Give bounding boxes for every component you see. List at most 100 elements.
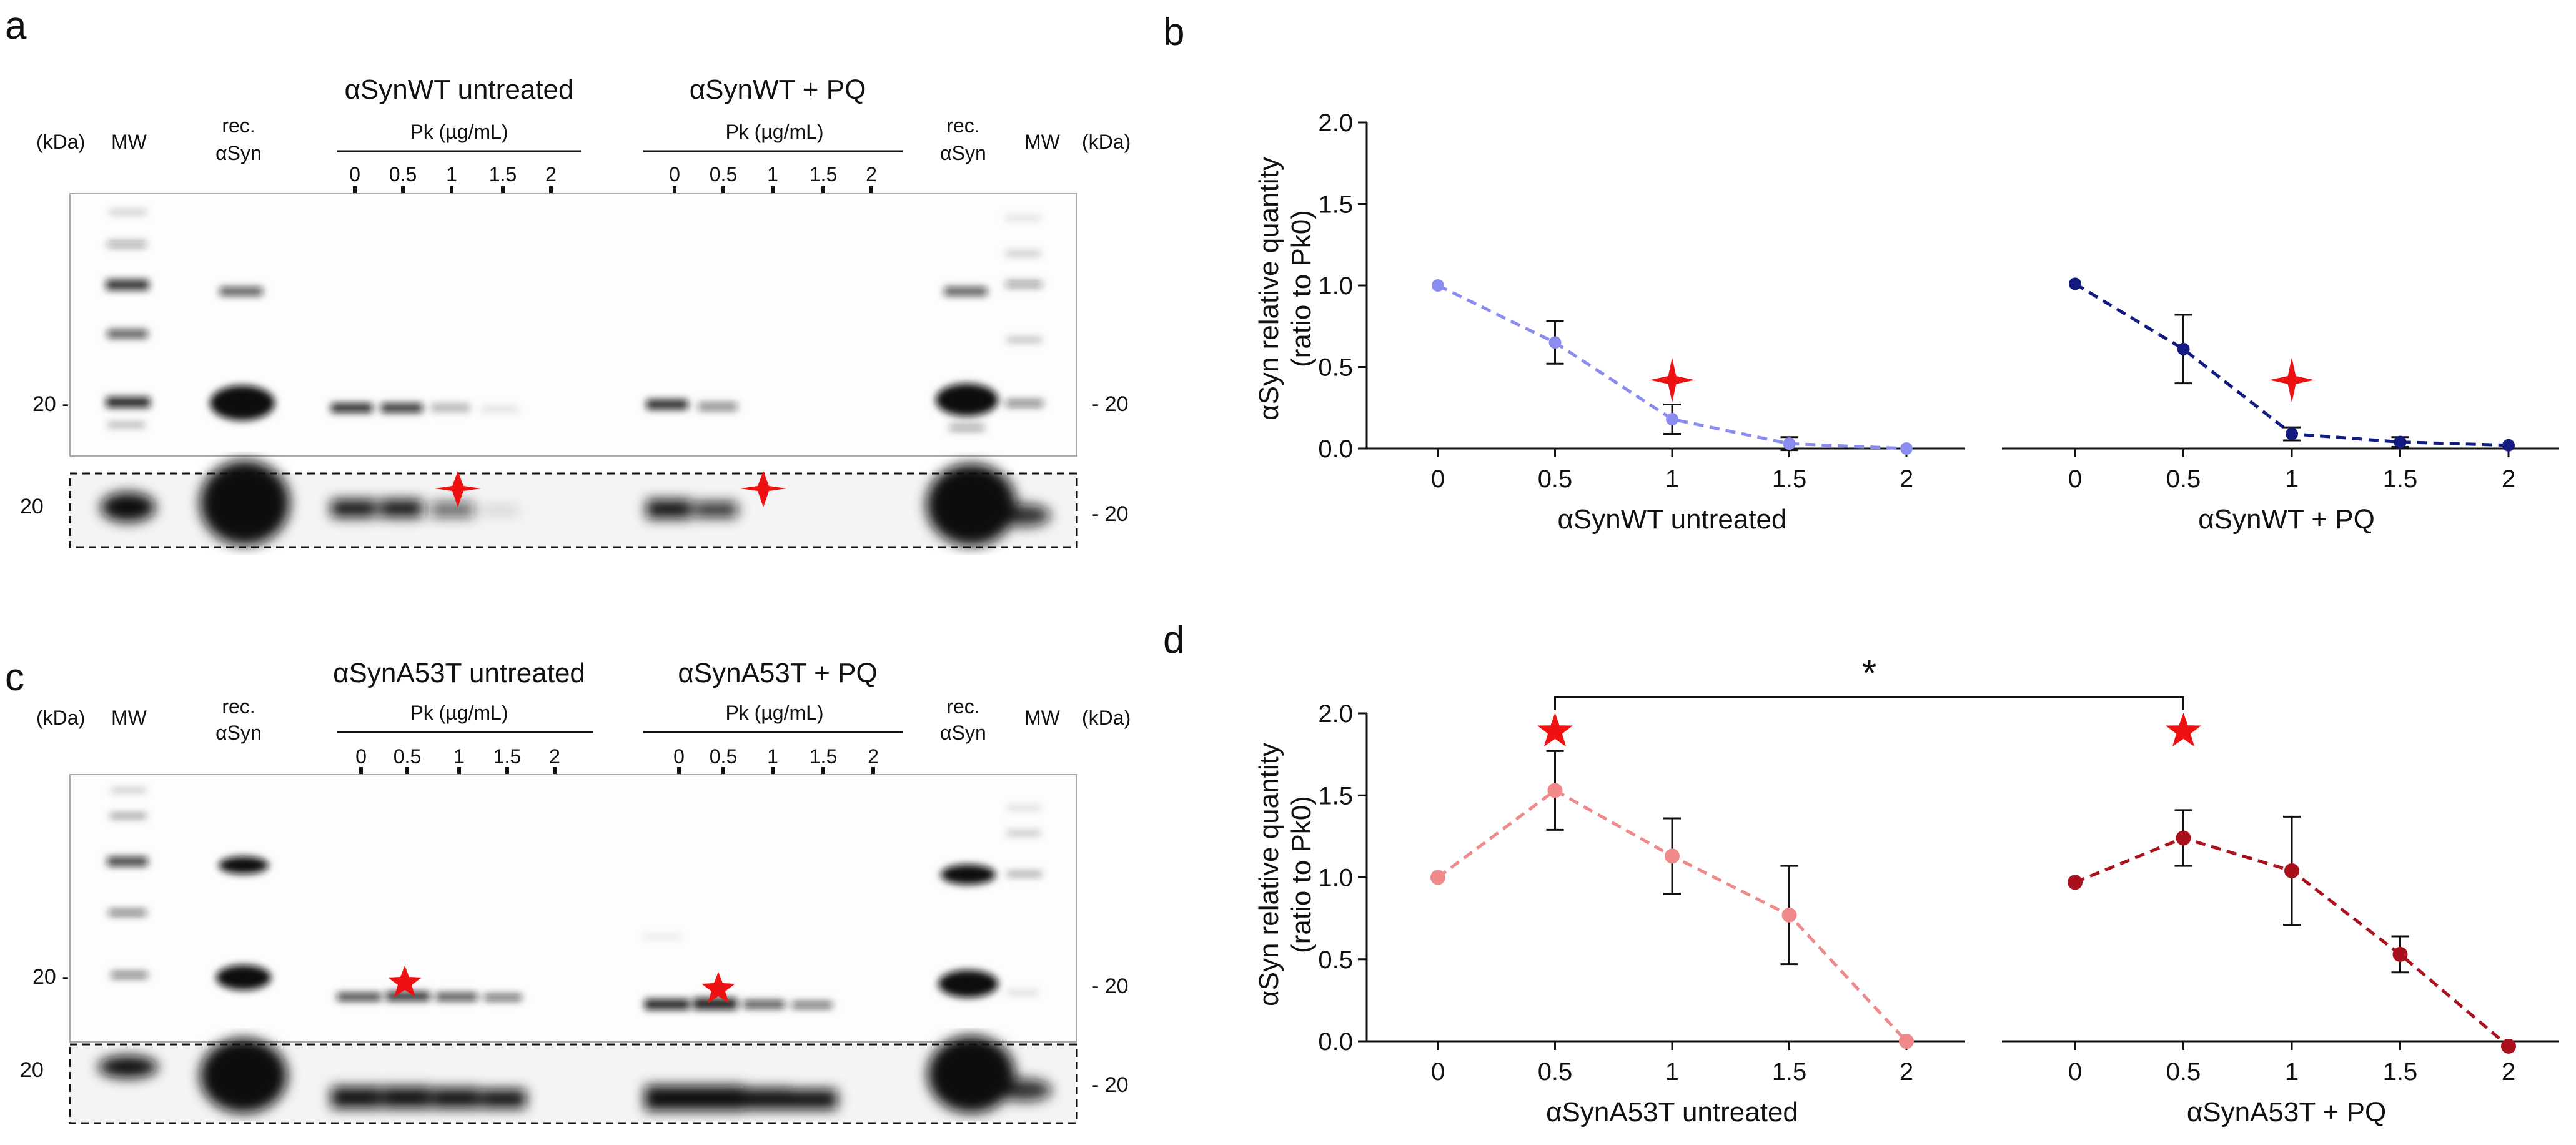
y-axis-label: αSyn relative quantity [1254,157,1284,420]
mw-label-left: MW [111,706,147,729]
group-label-right: αSynWT + PQ [690,74,866,105]
marker-label-left: 20 - [32,392,69,416]
x-tick-label: 0 [2068,465,2082,493]
x-tick-label: 0 [1431,465,1445,493]
panel-letter-a: a [5,4,27,47]
dose-label: 1.5 [489,163,517,186]
x-tick-label: 2 [2502,465,2515,493]
group-label-left: αSynWT untreated [344,74,573,105]
rec-label-right-1: rec. [946,114,979,137]
dose-label: 1 [453,745,465,768]
y-tick-label: 1.5 [1318,782,1353,810]
kda-label-right: (kDa) [1082,706,1131,729]
data-point [2177,342,2190,355]
marker-label-left: 20 - [32,965,69,989]
y-tick-label: 1.5 [1318,191,1353,219]
panel-letter-c: c [5,656,24,699]
x-tick-label: 2 [2502,1058,2515,1086]
four-point-star-icon [740,471,786,507]
x-tick-label: 1 [1665,465,1679,493]
x-tick-label: 1 [2285,1058,2299,1086]
dose-label: 0 [673,745,685,768]
data-point [1666,413,1678,426]
x-tick-label: 1.5 [2383,465,2418,493]
dose-label: 0.5 [710,163,737,186]
data-point [1430,870,1445,885]
y-tick-label: 0.5 [1318,946,1353,974]
data-point [1548,336,1562,349]
data-point [2394,435,2407,449]
dose-label: 0.5 [710,745,737,768]
y-axis-label-units: (ratio to Pk0) [1286,210,1317,367]
panel-d: d αSyn relative quantity (ratio to Pk0) … [1163,618,2559,1128]
data-point [2502,439,2515,452]
significance-marker: * [1862,652,1876,694]
dose-label: 2 [545,163,557,186]
four-point-star-icon [1650,357,1695,403]
pk-label-right: Pk (µg/mL) [725,701,823,724]
kda-label-left: (kDa) [36,706,85,729]
dose-label: 2 [549,745,560,768]
rec-label-right-2: αSyn [940,721,986,744]
five-point-star-icon [701,972,735,1003]
x-axis-label: αSynA53T untreated [1546,1097,1798,1128]
dose-label: 0 [349,163,360,186]
panel-b: b αSyn relative quantity (ratio to Pk0) … [1163,11,2559,535]
y-tick-label: 0.5 [1318,354,1353,382]
x-tick-label: 0.5 [1538,465,1573,493]
y-tick-label: 1.0 [1318,865,1353,892]
y-tick-label: 0.0 [1318,1028,1353,1056]
dose-label: 0.5 [394,745,421,768]
kda-label-right: (kDa) [1082,131,1131,153]
x-axis-label: αSynWT + PQ [2198,504,2375,535]
data-point [2069,277,2081,290]
data-point [1547,783,1563,798]
x-tick-label: 0 [2068,1058,2082,1086]
x-tick-label: 1 [1665,1058,1679,1086]
strip-marker-right: - 20 [1092,502,1129,526]
x-axis-label: αSynA53T + PQ [2187,1097,2386,1128]
dose-label: 2 [868,745,879,768]
western-blot-image-c [69,774,1077,1043]
rec-label-left-1: rec. [222,695,255,718]
x-tick-label: 0.5 [2166,1058,2201,1086]
x-tick-label: 2 [1900,1058,1913,1086]
mw-label-right: MW [1024,706,1061,729]
x-tick-label: 0 [1431,1058,1445,1086]
mw-label-left: MW [111,131,147,153]
marker-label-right: - 20 [1092,392,1129,416]
four-point-star-icon [435,471,481,507]
panel-c: c αSynA53T untreated αSynA53T + PQ Pk (µ… [5,656,1131,1124]
data-point [1899,1034,1914,1049]
dose-label: 2 [866,163,877,186]
y-axis-label: αSyn relative quantity [1254,743,1284,1006]
strip-marker-left: 20 [20,1058,44,1082]
kda-label-left: (kDa) [36,131,85,153]
dose-label: 1 [767,745,778,768]
y-tick-label: 0.0 [1318,435,1353,463]
dose-labels-right: 0 0.5 1 1.5 2 [673,745,879,768]
dose-label: 0 [669,163,680,186]
y-tick-label: 1.0 [1318,272,1353,300]
chart-b: 0.0 0.5 1.0 1.5 2.0 0 0.5 1 1.5 2 αSynWT untreated… [1318,109,2559,535]
chart-d: 0.0 0.5 1.0 1.5 2.0 0 0.5 1 1.5 2 αSynA53T untreat… [1318,652,2559,1128]
overexposed-blot-strip-a [69,460,1078,548]
dose-labels-left: 0 0.5 1 1.5 2 [349,163,557,186]
rec-label-left-2: αSyn [215,721,262,744]
rec-label-left-1: rec. [222,114,255,137]
data-point [2392,946,2408,962]
y-tick-label: 2.0 [1318,700,1353,728]
panel-letter-b: b [1163,11,1184,54]
data-point [1783,437,1796,450]
x-tick-label: 1.5 [1772,465,1807,493]
western-blot-image-a [69,193,1077,457]
panel-letter-d: d [1163,618,1184,662]
rec-label-right-2: αSyn [940,142,986,164]
dose-label: 0 [355,745,367,768]
data-point [2284,863,2299,878]
dose-label: 1 [446,163,457,186]
dose-labels-left: 0 0.5 1 1.5 2 [355,745,560,768]
y-tick-label: 2.0 [1318,109,1353,137]
dose-label: 1.5 [810,163,837,186]
